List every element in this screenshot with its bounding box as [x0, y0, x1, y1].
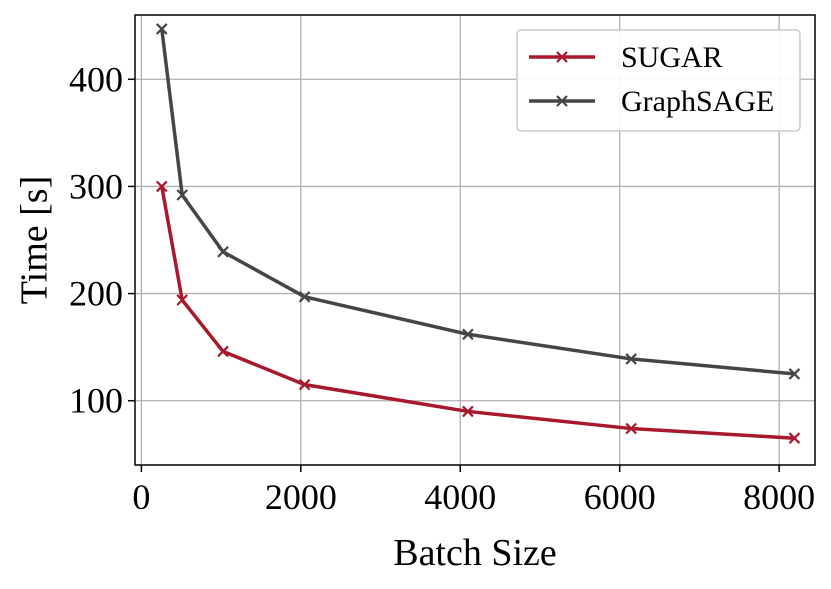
- series-lines: [156, 23, 801, 444]
- x-tick-label: 6000: [584, 477, 656, 517]
- legend-marker: [556, 95, 568, 107]
- y-axis-label: Time [s]: [14, 176, 56, 304]
- data-point-graphsage: [788, 368, 801, 380]
- data-point-graphsage: [176, 189, 188, 201]
- y-tick-label: 400: [69, 59, 123, 99]
- y-tick-label: 300: [69, 166, 123, 206]
- data-point-sugar: [462, 405, 474, 418]
- data-point-sugar: [176, 294, 188, 306]
- y-tick-label: 100: [69, 381, 123, 421]
- axis-ticks: 0 2000 4000 6000 8000 100 200 300 400: [69, 59, 815, 517]
- plot-area-frame: [134, 14, 816, 466]
- data-point-graphsage: [156, 23, 168, 35]
- data-point-sugar: [625, 422, 637, 435]
- legend-label: SUGAR: [621, 41, 723, 74]
- legend-marker: [556, 51, 568, 63]
- y-tick-label: 200: [69, 274, 123, 314]
- x-tick-label: 2000: [265, 477, 337, 517]
- legend: SUGAR GraphSAGE: [516, 29, 801, 132]
- x-tick-label: 4000: [424, 477, 496, 517]
- data-point-graphsage: [298, 291, 311, 303]
- legend-item-sugar: SUGAR: [529, 41, 723, 74]
- x-tick-label: 8000: [743, 477, 815, 517]
- data-point-sugar: [217, 345, 229, 358]
- data-point-graphsage: [217, 246, 229, 258]
- x-tick-label: 0: [132, 477, 150, 517]
- x-axis-label: Batch Size: [393, 532, 557, 574]
- data-point-graphsage: [625, 353, 637, 365]
- data-point-graphsage: [462, 328, 474, 341]
- data-point-sugar: [156, 180, 168, 193]
- legend-label: GraphSAGE: [621, 85, 774, 118]
- legend-item-graphsage: GraphSAGE: [529, 85, 774, 118]
- data-point-sugar: [298, 378, 311, 391]
- data-point-sugar: [788, 432, 801, 444]
